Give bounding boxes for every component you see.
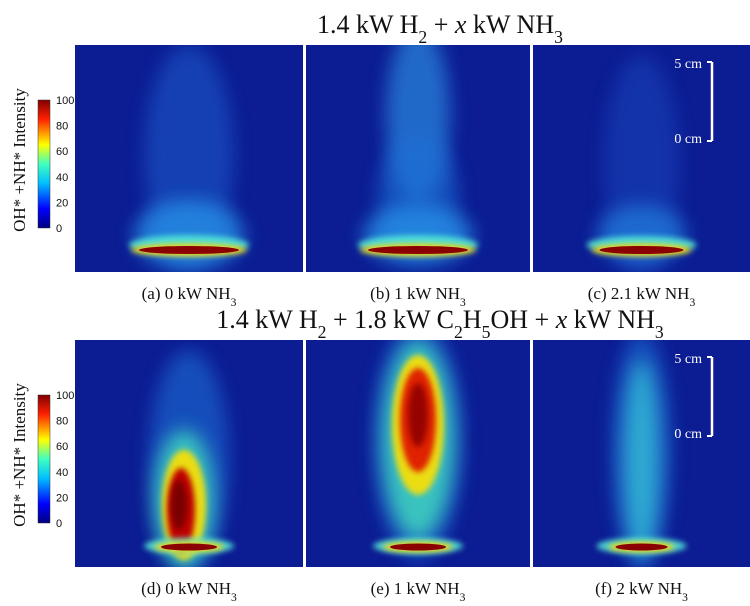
panel-caption: (f) 2 kW NH3 xyxy=(595,579,688,604)
row-title: 1.4 kW H2 + x kW NH3 xyxy=(317,10,563,47)
flame-image xyxy=(306,340,530,567)
colorbar-tick-label: 100 xyxy=(56,390,74,402)
row-title-part: + xyxy=(427,10,455,39)
flame-glow xyxy=(390,543,446,551)
colorbar-tick-label: 60 xyxy=(56,441,68,453)
row-title-part: 3 xyxy=(554,27,563,47)
row-title-part: 2 xyxy=(418,27,427,47)
colorbar-tick-label: 20 xyxy=(56,197,68,209)
colorbar-tick-label: 60 xyxy=(56,146,68,158)
row-title-part: 3 xyxy=(655,322,664,342)
panel-caption-part: 3 xyxy=(460,296,466,309)
row-title-part: x xyxy=(454,10,467,39)
row-title-part: kW NH xyxy=(466,10,554,39)
colorbar-tick-label: 100 xyxy=(56,95,74,107)
flame-glow xyxy=(623,360,660,560)
colorbar-tick-label: 20 xyxy=(56,492,68,504)
panel-caption: (c) 2.1 kW NH3 xyxy=(588,284,696,309)
row-title-part: + 1.8 kW C xyxy=(326,305,454,334)
row-title-part: OH + xyxy=(491,305,556,334)
panel-caption-part: (a) 0 kW NH xyxy=(142,284,231,303)
panel-caption: (b) 1 kW NH3 xyxy=(370,284,466,309)
colorbar-tick-label: 0 xyxy=(56,223,62,235)
panel-caption-part: (f) 2 kW NH xyxy=(595,579,682,598)
flame-glow xyxy=(599,246,684,254)
row-title-part: 5 xyxy=(482,322,491,342)
panel-caption: (e) 1 kW NH3 xyxy=(371,579,466,604)
panel-caption-part: 3 xyxy=(682,591,688,604)
scale-label: 0 cm xyxy=(674,427,702,442)
flame-image xyxy=(75,45,303,272)
flame-glow xyxy=(161,543,217,551)
row-title-part: x xyxy=(555,305,568,334)
row-title-part: kW NH xyxy=(567,305,655,334)
row-title: 1.4 kW H2 + 1.8 kW C2H5OH + x kW NH3 xyxy=(216,305,664,342)
colorbar xyxy=(37,394,51,524)
flame-image xyxy=(75,340,303,567)
colorbar xyxy=(37,99,51,229)
colorbar-tick-label: 80 xyxy=(56,416,68,428)
flame-glow xyxy=(408,383,428,447)
panel-caption: (a) 0 kW NH3 xyxy=(142,284,237,309)
panel-caption-part: (c) 2.1 kW NH xyxy=(588,284,690,303)
colorbar-tick-label: 0 xyxy=(56,518,62,530)
row-title-part: 2 xyxy=(454,322,463,342)
flame-image xyxy=(533,340,750,567)
colorbar-label: OH* +NH* Intensity xyxy=(10,88,29,232)
row-title-part: 1.4 kW H xyxy=(317,10,419,39)
panel-caption-part: (b) 1 kW NH xyxy=(370,284,460,303)
panel-caption-part: 3 xyxy=(689,296,695,309)
colorbar-tick-label: 40 xyxy=(56,467,68,479)
panel-caption: (d) 0 kW NH3 xyxy=(141,579,237,604)
flame-image xyxy=(306,45,530,272)
flame-glow xyxy=(139,246,239,254)
row-title-part: H xyxy=(463,305,482,334)
scale-label: 0 cm xyxy=(674,132,702,147)
flame-image xyxy=(533,45,750,272)
colorbar-label: OH* +NH* Intensity xyxy=(10,383,29,527)
flame-glow xyxy=(615,543,668,551)
scale-label: 5 cm xyxy=(674,352,702,367)
row-title-part: 1.4 kW H xyxy=(216,305,318,334)
panel-caption-part: (e) 1 kW NH xyxy=(371,579,460,598)
panel-caption-part: 3 xyxy=(460,591,466,604)
flame-glow xyxy=(368,246,468,254)
panel-caption-part: 3 xyxy=(231,591,237,604)
panel-caption-part: (d) 0 kW NH xyxy=(141,579,231,598)
row-title-part: 2 xyxy=(318,322,327,342)
colorbar-tick-label: 80 xyxy=(56,121,68,133)
colorbar-tick-label: 40 xyxy=(56,172,68,184)
panel-caption-part: 3 xyxy=(231,296,237,309)
flame-glow xyxy=(171,480,187,530)
scale-label: 5 cm xyxy=(674,57,702,72)
